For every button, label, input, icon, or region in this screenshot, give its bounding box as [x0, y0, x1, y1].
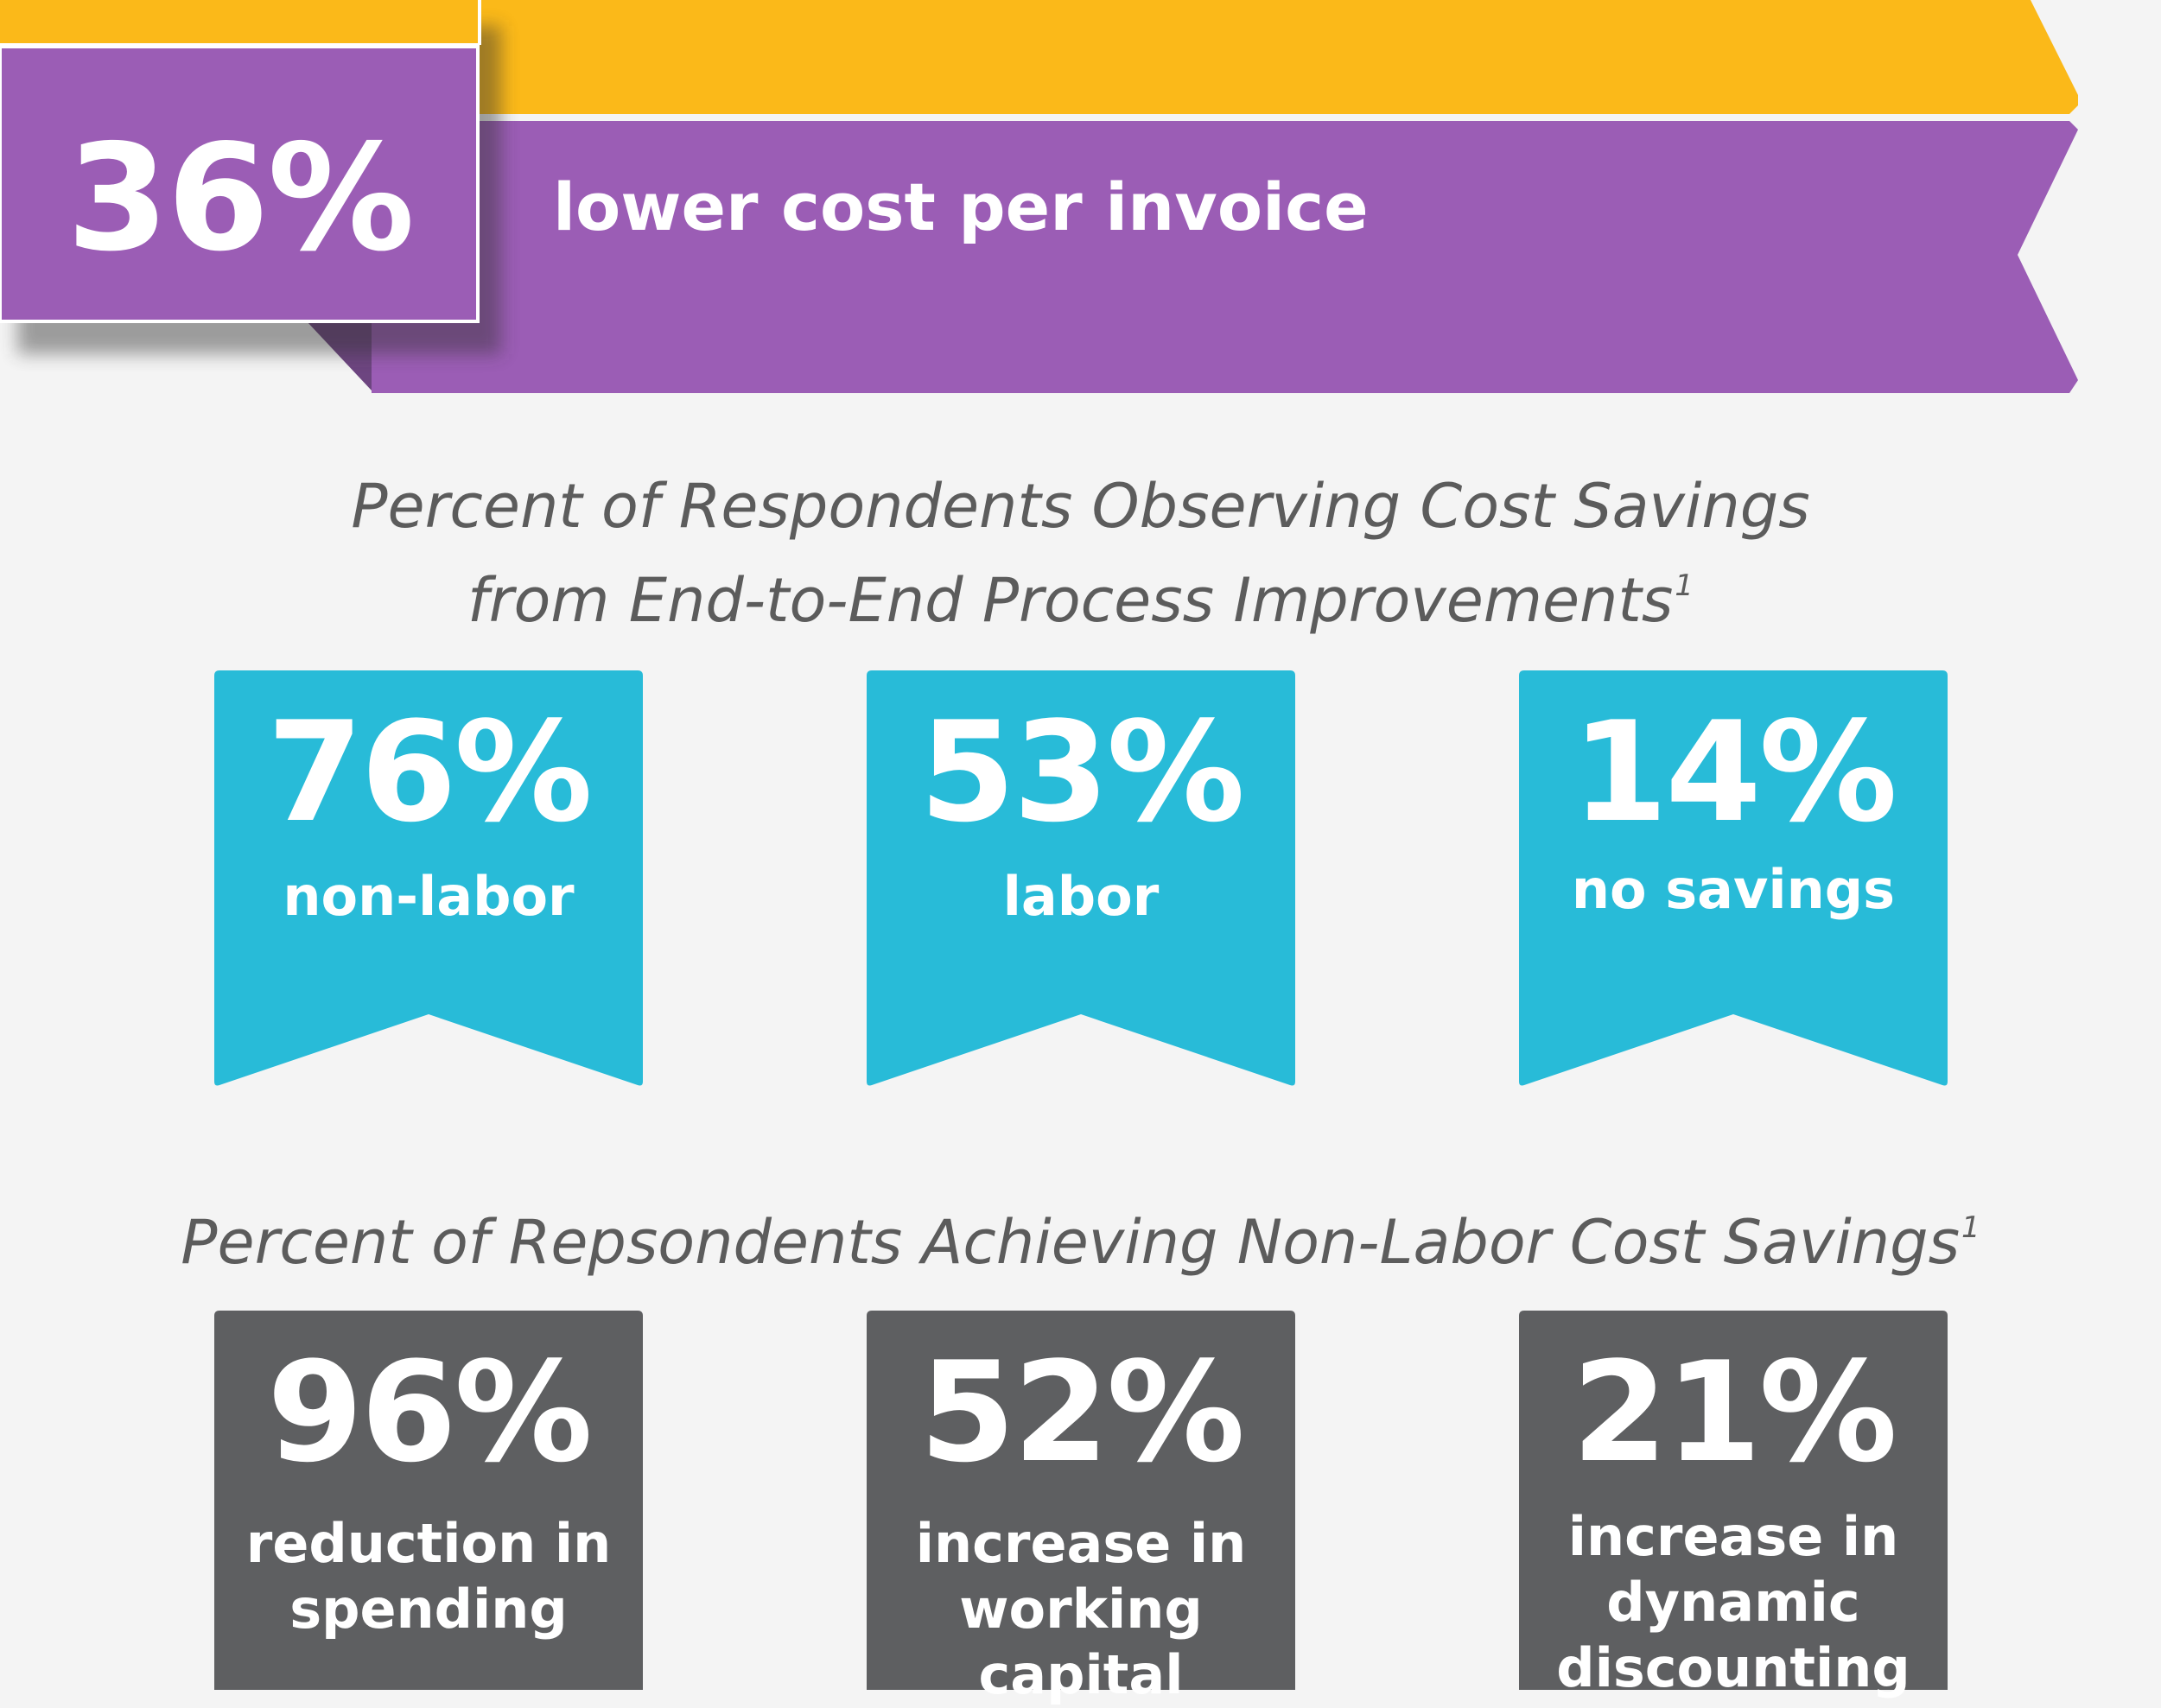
- banner-label: labor: [1002, 865, 1160, 928]
- section1-title-line2: from End-to-End Process Improvements1: [467, 565, 1694, 636]
- banner-value: 96%: [267, 1331, 593, 1493]
- section1-title-line1: Percent of Respondents Observing Cost Sa…: [351, 471, 1810, 542]
- banner-label: increase in dynamic discounting: [1556, 1505, 1910, 1699]
- banner-value: 21%: [1572, 1331, 1897, 1493]
- footnote-marker: 1: [1675, 568, 1694, 603]
- purple-ribbon: [372, 121, 2078, 393]
- section1-title: Percent of Respondents Observing Cost Sa…: [0, 467, 2161, 640]
- gold-tab: [0, 0, 480, 45]
- banner-label: reduction in spending: [245, 1512, 612, 1641]
- non-labor-banner-dynamic-discounting: 21% increase in dynamic discounting: [1519, 1311, 1948, 1699]
- stat-label: lower cost per invoice: [553, 168, 1369, 245]
- savings-banner-no-savings: 14% no savings: [1519, 0, 1948, 1097]
- stat-box: [0, 45, 480, 323]
- footnote-marker: 1: [1961, 1210, 1980, 1245]
- banner-value: 52%: [919, 1331, 1245, 1493]
- banner-value: 14%: [1572, 691, 1897, 853]
- non-labor-banner-spending: 96% reduction in spending: [214, 1311, 643, 1690]
- savings-banner-labor: 53% labor: [867, 0, 1295, 1097]
- header-ribbons: [0, 0, 2078, 393]
- stat-value: 36%: [67, 113, 415, 284]
- savings-banner-non-labor: 76% non-labor: [214, 0, 643, 1097]
- gold-ribbon: [0, 0, 2078, 114]
- banner-value: 53%: [919, 691, 1245, 853]
- banner-label: no savings: [1571, 858, 1896, 921]
- banner-value: 76%: [267, 691, 593, 853]
- banner-label: increase in working capital: [915, 1512, 1247, 1706]
- section2-title: Percent of Repsondents Achieving Non-Lab…: [181, 1207, 1980, 1278]
- banner-label: non-labor: [283, 865, 575, 928]
- non-labor-banner-working-capital: 52% increase in working capital: [867, 1311, 1295, 1706]
